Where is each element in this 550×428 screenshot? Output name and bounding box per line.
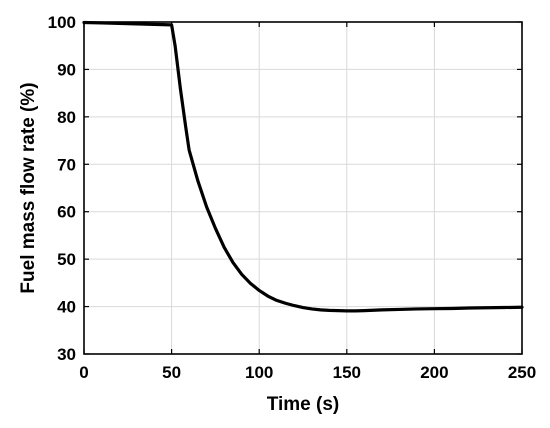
tick-labels: 0 50 100 150 200 250 30 40 50 60 70 80 90 100: [48, 13, 537, 382]
y-tick-label: 60: [57, 203, 76, 222]
y-tick-label: 70: [57, 155, 76, 174]
y-tick-label: 30: [57, 345, 76, 364]
series-line: [82, 20, 524, 313]
y-tick-label: 80: [57, 108, 76, 127]
x-axis-title: Time (s): [267, 394, 340, 415]
x-tick-label: 50: [162, 363, 181, 382]
x-tick-label: 200: [420, 363, 448, 382]
y-axis-title: Fuel mass flow rate (%): [18, 82, 39, 293]
y-tick-label: 40: [57, 298, 76, 317]
grid: [84, 22, 522, 354]
x-tick-label: 250: [508, 363, 536, 382]
y-tick-label: 50: [57, 250, 76, 269]
x-tick-label: 0: [79, 363, 88, 382]
series-layer: [82, 20, 524, 313]
axis-ticks: [83, 21, 523, 355]
y-tick-label: 90: [57, 60, 76, 79]
y-tick-label: 100: [48, 13, 76, 32]
x-tick-label: 150: [333, 363, 361, 382]
x-tick-label: 100: [245, 363, 273, 382]
plot-frame: [83, 21, 523, 355]
